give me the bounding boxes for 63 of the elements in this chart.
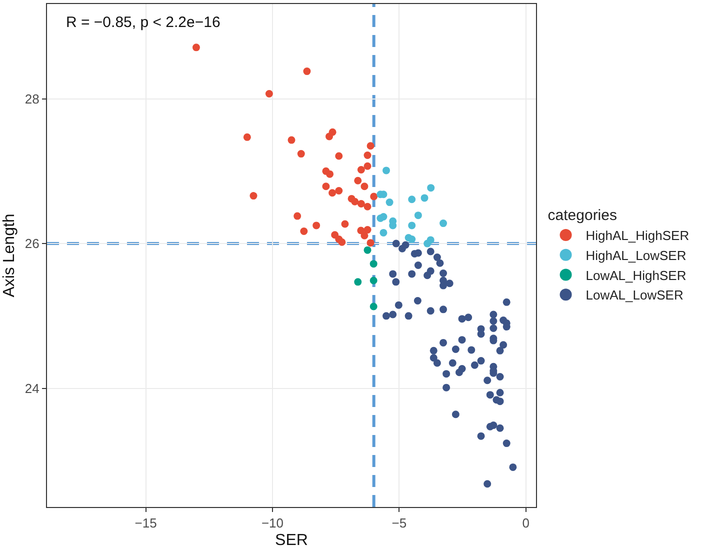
- point: [303, 68, 311, 76]
- y-tick-label: 26: [24, 236, 40, 252]
- point: [380, 228, 388, 236]
- point: [408, 222, 416, 230]
- point: [370, 260, 378, 268]
- x-tick-label: −15: [134, 516, 157, 531]
- point: [424, 240, 432, 248]
- point: [427, 184, 435, 192]
- legend-label: HighAL_LowSER: [586, 248, 686, 263]
- point: [386, 198, 394, 206]
- point: [357, 166, 365, 174]
- y-axis-title: Axis Length: [0, 214, 18, 298]
- point: [408, 235, 416, 243]
- point: [360, 182, 368, 190]
- point: [408, 196, 416, 204]
- x-tick-label: −5: [392, 516, 407, 531]
- point: [351, 198, 359, 206]
- point: [364, 202, 372, 210]
- legend-label: LowAL_HighSER: [586, 268, 686, 283]
- point: [366, 239, 374, 247]
- point: [243, 133, 251, 141]
- point: [366, 142, 374, 150]
- legend-title: categories: [548, 207, 617, 224]
- point: [192, 44, 200, 52]
- point: [294, 212, 302, 220]
- y-tick-label: 28: [24, 91, 40, 106]
- point: [420, 194, 428, 202]
- point: [360, 232, 368, 240]
- annotation: R = −0.85, p < 2.2e−16: [66, 14, 220, 31]
- point: [370, 276, 378, 284]
- point: [364, 246, 372, 254]
- point: [370, 302, 378, 310]
- point: [297, 150, 305, 158]
- point: [380, 213, 388, 221]
- point: [328, 189, 336, 197]
- point: [326, 132, 333, 140]
- point: [322, 182, 330, 190]
- point: [300, 228, 308, 235]
- point: [341, 220, 349, 228]
- y-tick-label: 24: [24, 380, 40, 396]
- point: [335, 152, 343, 160]
- x-tick-label: 0: [522, 516, 530, 531]
- x-tick-label: −10: [261, 516, 284, 531]
- point: [312, 222, 320, 230]
- point: [288, 136, 296, 144]
- point: [364, 226, 372, 234]
- point: [440, 220, 448, 228]
- point: [354, 278, 362, 286]
- legend-label: LowAL_LowSER: [586, 288, 684, 303]
- point: [364, 152, 372, 160]
- point: [364, 162, 372, 170]
- point: [326, 170, 334, 178]
- point: [357, 200, 365, 208]
- x-axis-title: SER: [275, 532, 308, 549]
- point: [335, 186, 343, 194]
- point: [414, 212, 422, 220]
- point: [265, 90, 273, 98]
- point: [338, 238, 346, 246]
- point: [250, 192, 258, 200]
- legend-label: HighAL_HighSER: [586, 228, 690, 244]
- point: [370, 192, 378, 200]
- point: [382, 166, 390, 174]
- point: [354, 176, 362, 184]
